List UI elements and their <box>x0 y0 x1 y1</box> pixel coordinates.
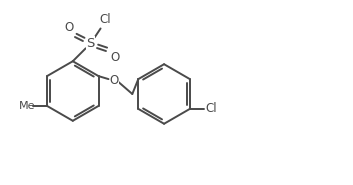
Text: Cl: Cl <box>100 13 111 26</box>
Text: O: O <box>111 51 120 64</box>
Text: O: O <box>110 74 119 87</box>
Text: Cl: Cl <box>205 102 216 115</box>
Text: Me: Me <box>19 101 35 111</box>
Text: O: O <box>64 21 73 34</box>
Text: S: S <box>86 37 95 50</box>
